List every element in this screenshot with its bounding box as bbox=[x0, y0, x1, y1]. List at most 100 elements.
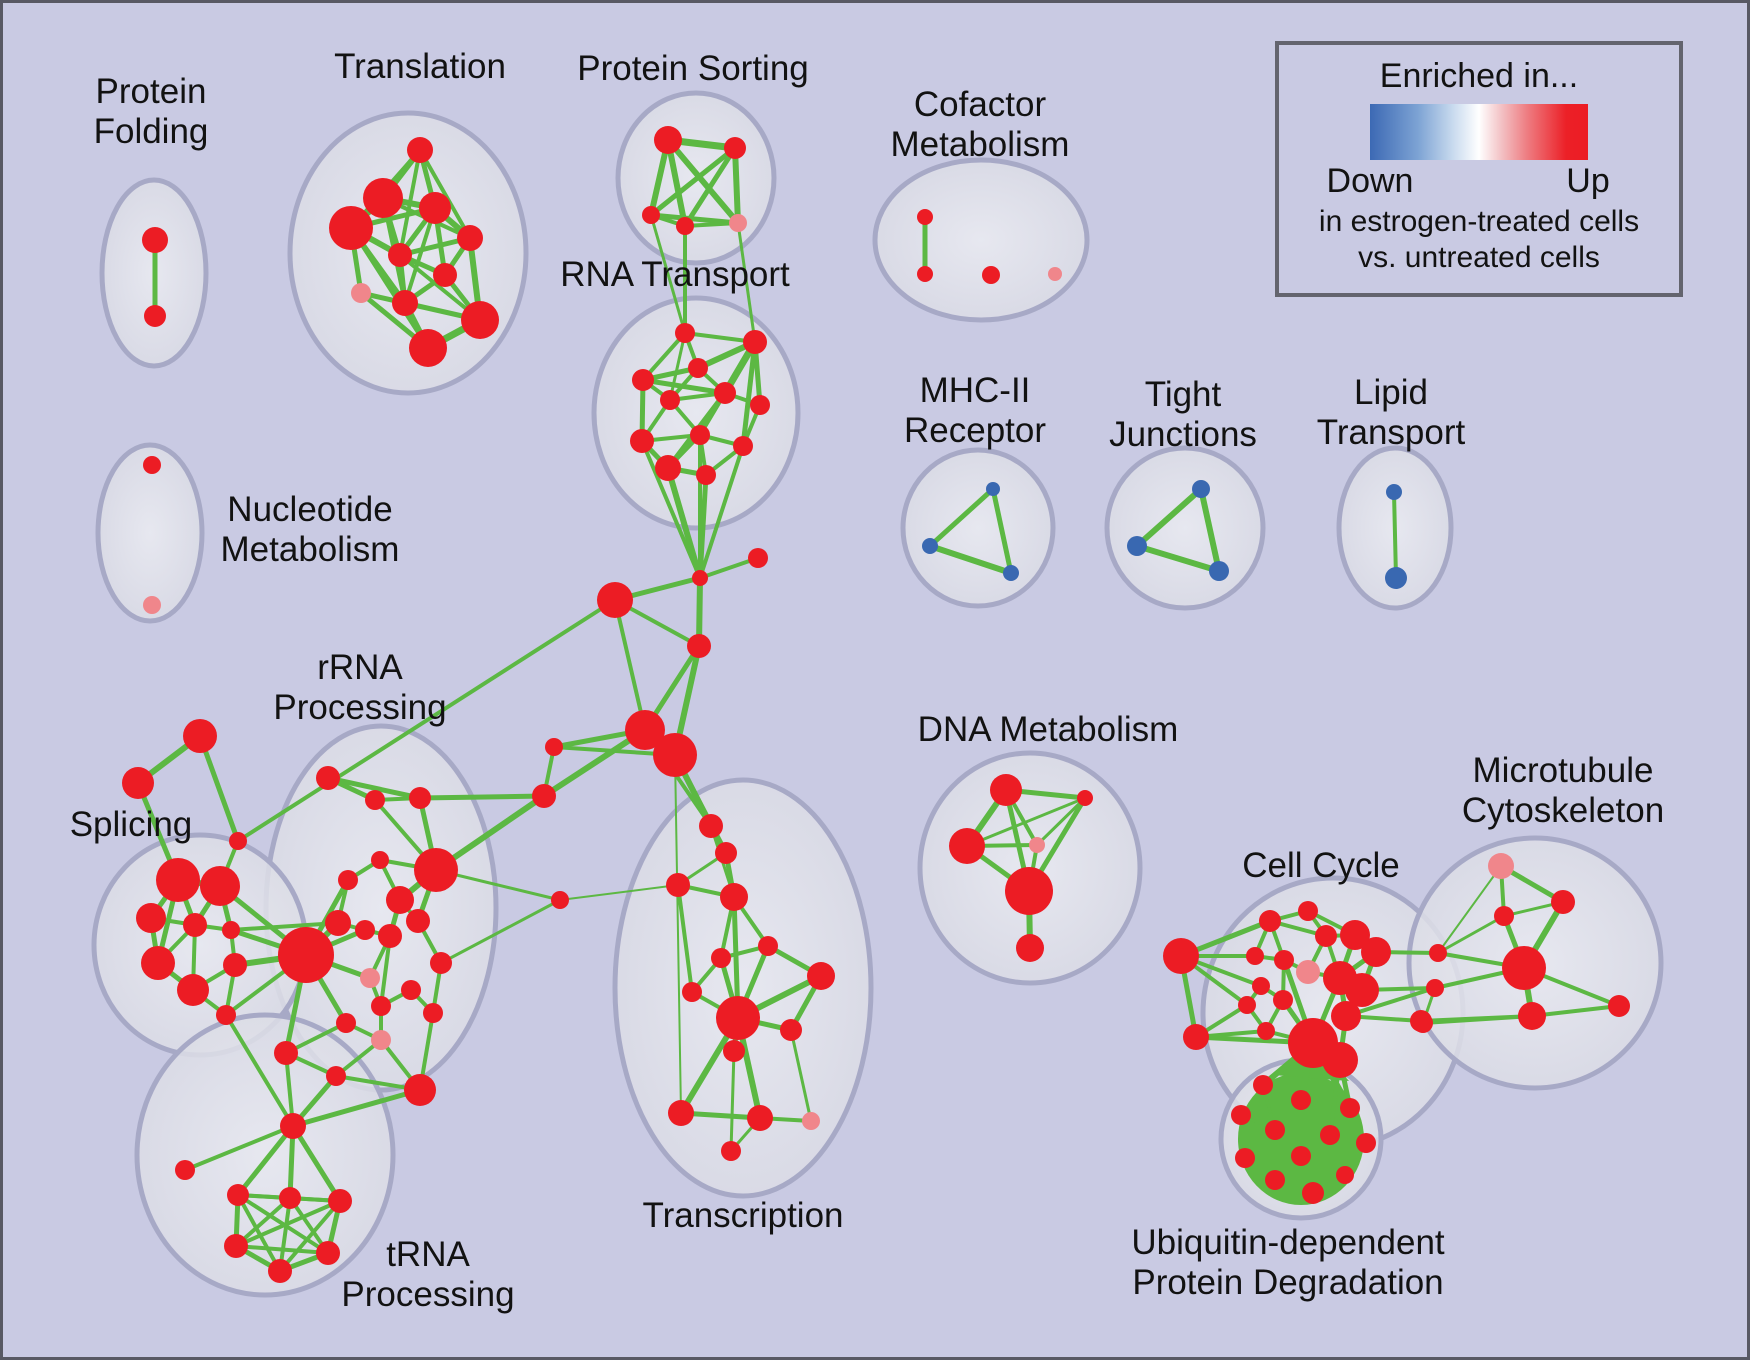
node-ub12 bbox=[1302, 1182, 1324, 1204]
node-tnH bbox=[280, 1113, 306, 1139]
node-sp1 bbox=[156, 858, 200, 902]
node-ps4 bbox=[676, 217, 694, 235]
node-dn5 bbox=[1005, 867, 1053, 915]
cluster-label-microtubule-cytoskeleton: Microtubule Cytoskeleton bbox=[1462, 751, 1664, 830]
node-cy14 bbox=[1257, 1022, 1275, 1040]
node-sp4 bbox=[183, 913, 207, 937]
edge-tn5-tn6 bbox=[234, 1244, 330, 1255]
node-rt12 bbox=[696, 465, 716, 485]
node-rr22 bbox=[326, 1066, 346, 1086]
cluster-label-lipid-transport: Lipid Transport bbox=[1317, 373, 1466, 452]
node-rr14 bbox=[401, 980, 421, 1000]
node-tn3 bbox=[279, 1187, 301, 1209]
cluster-label-protein-sorting: Protein Sorting bbox=[577, 49, 809, 88]
edge-hub2-tx11 bbox=[674, 754, 682, 1114]
edge-tx9-tx13 bbox=[789, 1028, 813, 1123]
node-pf2 bbox=[144, 305, 166, 327]
node-cc2 bbox=[687, 634, 711, 658]
node-cj2 bbox=[748, 548, 768, 568]
node-cc1 bbox=[597, 582, 633, 618]
cluster-label-rrna-processing: rRNA Processing bbox=[273, 648, 446, 727]
node-rr7 bbox=[386, 886, 414, 914]
edge-tj1-tj2 bbox=[1134, 486, 1204, 549]
node-tj1 bbox=[1192, 480, 1210, 498]
node-cy4 bbox=[1340, 920, 1370, 950]
node-rr10 bbox=[378, 924, 402, 948]
node-cyR2 bbox=[1426, 979, 1444, 997]
node-rr18 bbox=[371, 1030, 391, 1050]
edge-tn4-tn5 bbox=[234, 1199, 342, 1248]
node-tx10 bbox=[723, 1040, 745, 1062]
edge-tnH-tn1 bbox=[183, 1124, 295, 1172]
node-ps1 bbox=[654, 126, 682, 154]
cluster-label-mhc-ii-receptor: MHC-II Receptor bbox=[904, 371, 1046, 450]
node-tl10 bbox=[461, 301, 499, 339]
node-t3 bbox=[229, 832, 247, 850]
node-sp8 bbox=[177, 974, 209, 1006]
node-rt3 bbox=[688, 358, 708, 378]
node-ub7 bbox=[1356, 1133, 1376, 1153]
node-dn1 bbox=[990, 774, 1022, 806]
cluster-ellipse-tight-junctions bbox=[1104, 445, 1266, 611]
node-tj3 bbox=[1209, 561, 1229, 581]
edge-ps5-rt2 bbox=[736, 221, 757, 344]
cluster-label-cell-cycle: Cell Cycle bbox=[1242, 846, 1400, 885]
edge-rr1-rr3 bbox=[325, 775, 423, 801]
node-rt11 bbox=[655, 455, 681, 481]
edge-ps3-rt1 bbox=[649, 213, 687, 335]
edge-cj1-cj2 bbox=[698, 556, 760, 580]
node-rr1 bbox=[316, 766, 340, 790]
edge-tn3-tn7 bbox=[278, 1196, 292, 1273]
node-tx6 bbox=[711, 948, 731, 968]
legend-down-label: Down bbox=[1326, 162, 1414, 200]
edge-tnH-tn4 bbox=[290, 1123, 343, 1204]
edge-mt4-mt6 bbox=[1421, 1014, 1534, 1025]
edge-tl4-tl9 bbox=[403, 206, 437, 305]
node-rt10 bbox=[733, 436, 753, 456]
node-tn6 bbox=[316, 1241, 340, 1265]
cluster-label-cofactor-metabolism: Cofactor Metabolism bbox=[891, 85, 1070, 164]
edge-cyR1-mtP bbox=[1437, 865, 1502, 954]
node-tl7 bbox=[433, 263, 457, 287]
node-cm2 bbox=[917, 266, 933, 282]
node-rt1 bbox=[675, 323, 695, 343]
node-ps5 bbox=[729, 214, 747, 232]
edge-tnH-tn2 bbox=[235, 1123, 296, 1198]
node-tl2 bbox=[363, 178, 403, 218]
edge-sp9-tnH bbox=[224, 1013, 295, 1128]
node-tx11 bbox=[668, 1100, 694, 1126]
node-rr4 bbox=[371, 851, 389, 869]
node-ps3 bbox=[642, 206, 660, 224]
node-mh3 bbox=[1003, 565, 1019, 581]
node-dn2 bbox=[1077, 790, 1093, 806]
node-tn2 bbox=[227, 1184, 249, 1206]
node-ub2 bbox=[1291, 1090, 1311, 1110]
node-cyP bbox=[1296, 960, 1320, 984]
node-lp2 bbox=[1385, 567, 1407, 589]
cluster-label-nucleotide-metabolism: Nucleotide Metabolism bbox=[221, 490, 400, 569]
node-hub1 bbox=[625, 710, 665, 750]
edge-mt4-mt5 bbox=[1530, 1004, 1621, 1018]
node-tl8 bbox=[351, 283, 371, 303]
node-ub11 bbox=[1265, 1170, 1285, 1190]
node-rr8 bbox=[325, 910, 351, 936]
node-cy11 bbox=[1238, 996, 1256, 1014]
edge-mh1-mh2 bbox=[927, 486, 996, 549]
cluster-label-transcription: Transcription bbox=[643, 1196, 844, 1235]
node-rt2 bbox=[743, 330, 767, 354]
node-mt5 bbox=[1608, 995, 1630, 1017]
node-nm2 bbox=[143, 596, 161, 614]
node-tj2 bbox=[1127, 536, 1147, 556]
node-tn5 bbox=[224, 1234, 248, 1258]
node-mh2 bbox=[922, 538, 938, 554]
node-t2 bbox=[122, 767, 154, 799]
node-rr16 bbox=[423, 1003, 443, 1023]
node-ub10 bbox=[1336, 1166, 1354, 1184]
edge-rr23-tnH bbox=[290, 1087, 423, 1129]
node-cy7 bbox=[1274, 950, 1294, 970]
node-rt4 bbox=[632, 369, 654, 391]
edge-rt8-cj1 bbox=[640, 439, 702, 580]
node-rr19 bbox=[274, 1041, 298, 1065]
edge-ps1-ps4 bbox=[665, 137, 688, 229]
